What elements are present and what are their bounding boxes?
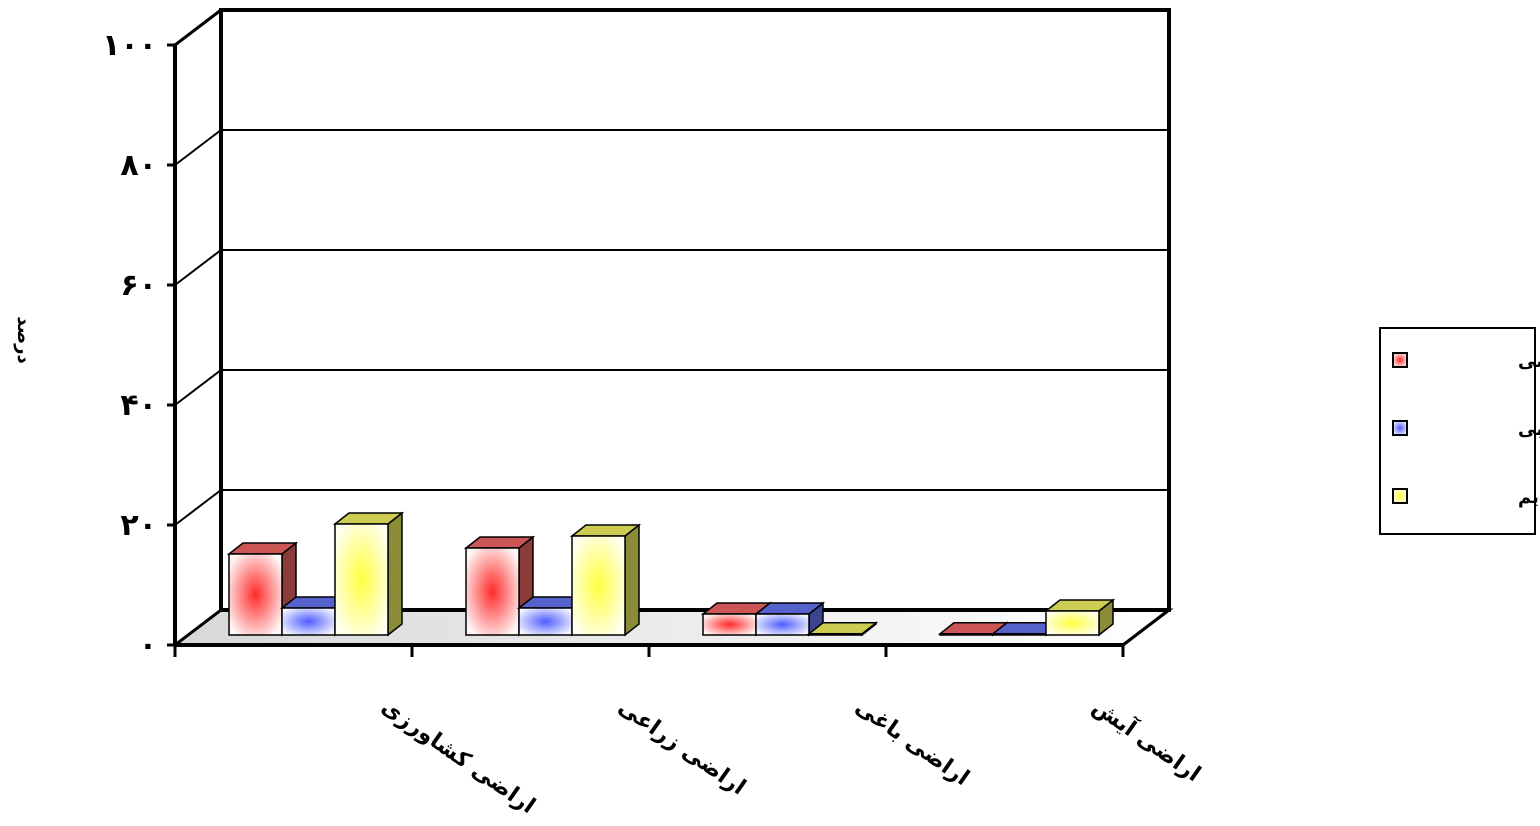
bar-front — [702, 613, 757, 636]
x-ticks — [173, 645, 1125, 657]
gridline-side — [174, 249, 222, 286]
bar-front — [334, 523, 389, 636]
y-ticks: ۰ ۲۰ ۴۰ ۶۰ ۸۰ ۱۰۰ — [102, 28, 175, 663]
plot-frame — [170, 8, 1174, 647]
category-labels: اراضی کشاورزی اراضی زراعی اراضی باغی اراضی … — [377, 692, 1207, 819]
y-tick-label: ۶۰ — [120, 268, 157, 303]
bar-front — [518, 607, 573, 636]
y-tick-label: ۴۰ — [120, 388, 157, 423]
x-category-label: اراضی آیش — [1088, 692, 1207, 787]
floor-right-edge — [1122, 608, 1170, 647]
legend-label: اراضی آبی — [1518, 417, 1540, 440]
side-wall-top — [174, 8, 222, 47]
back-wall — [219, 8, 1171, 612]
gridline-side — [174, 489, 222, 526]
bar — [569, 523, 642, 637]
bar-side — [387, 511, 403, 637]
bar — [332, 511, 405, 637]
legend-item: اراضی دیم — [1392, 487, 1540, 508]
y-tick-label: ۰ — [139, 628, 157, 663]
gridlines — [174, 129, 1169, 526]
bar-front — [228, 553, 283, 636]
legend-swatch — [1392, 488, 1408, 504]
gridline-side — [174, 129, 222, 166]
y-tick-label: ۲۰ — [120, 508, 157, 543]
y-axis-label: درصد — [13, 316, 34, 363]
legend-item: اراضی آبی — [1392, 417, 1540, 440]
bar-front — [992, 633, 1047, 636]
legend-swatch — [1392, 420, 1408, 436]
x-category-label: اراضی کشاورزی — [377, 694, 540, 819]
y-tick-label: ۸۰ — [120, 148, 157, 183]
legend-swatch — [1392, 352, 1408, 368]
x-category-label: اراضی زراعی — [614, 694, 750, 800]
legend-label: اراضی دیم — [1518, 487, 1540, 508]
bar — [806, 621, 879, 637]
bar-front — [1045, 610, 1100, 636]
bar-front — [755, 613, 810, 636]
bar-front — [465, 547, 520, 636]
bar-side — [624, 523, 640, 637]
bar — [1043, 598, 1116, 637]
x-category-label: اراضی باغی — [851, 694, 974, 791]
legend-item: کل اراضی — [1392, 351, 1540, 372]
legend: کل اراضی اراضی آبی اراضی دیم — [1379, 327, 1540, 535]
legend-label: کل اراضی — [1518, 351, 1540, 372]
bar — [753, 601, 826, 637]
gridline-side — [174, 369, 222, 406]
bar-front — [571, 535, 626, 636]
bar-front — [808, 633, 863, 636]
bar-front — [281, 607, 336, 636]
bars — [226, 511, 1116, 637]
y-tick-label: ۱۰۰ — [102, 28, 157, 63]
bar-front — [939, 633, 994, 636]
